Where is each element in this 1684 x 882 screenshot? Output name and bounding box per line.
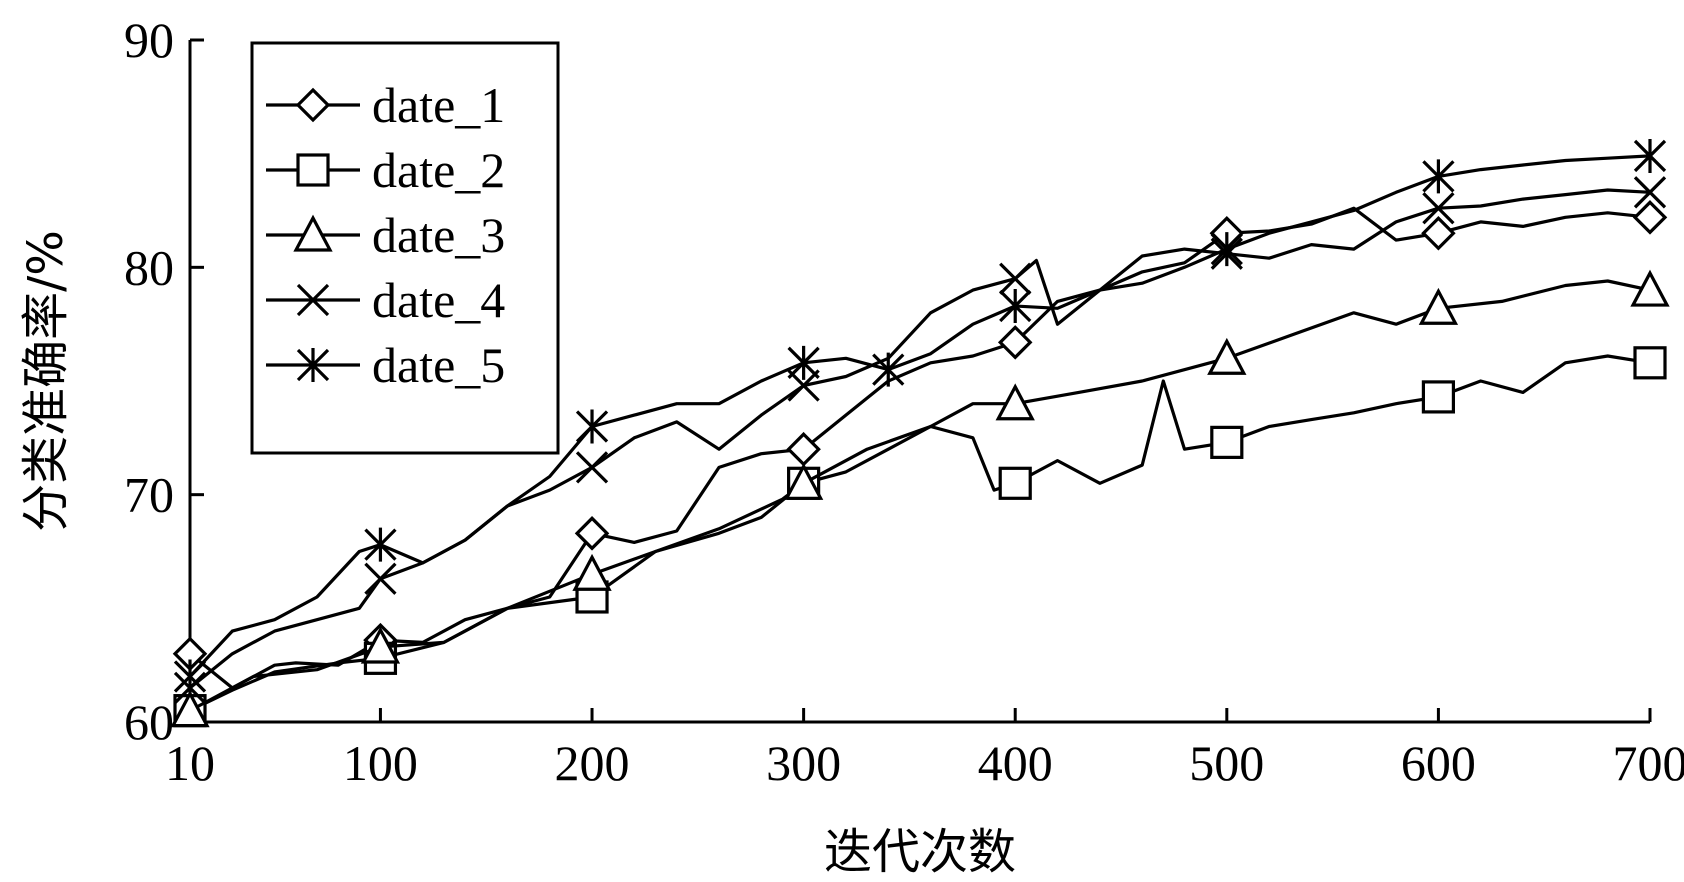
marker-triangle bbox=[1418, 287, 1459, 325]
x-tick-label: 400 bbox=[978, 735, 1053, 791]
marker-triangle bbox=[360, 626, 401, 664]
marker-x bbox=[296, 283, 330, 317]
marker-diamond bbox=[1632, 200, 1668, 235]
marker-asterisk bbox=[1422, 159, 1455, 194]
marker-triangle bbox=[995, 383, 1035, 421]
legend-entry-date-5: date_5 bbox=[266, 337, 505, 393]
marker-square bbox=[296, 153, 330, 187]
x-tick-label: 10 bbox=[165, 735, 215, 791]
marker-asterisk bbox=[1210, 232, 1243, 267]
x-tick-label: 700 bbox=[1613, 735, 1684, 791]
series-group bbox=[170, 138, 1670, 728]
y-axis-title: 分类准确率/% bbox=[18, 230, 74, 532]
legend-entry-date-1: date_1 bbox=[266, 77, 505, 133]
marker-asterisk bbox=[999, 288, 1032, 323]
legend: date_1 date_2 date_3 date_4 date_5 bbox=[250, 41, 560, 455]
marker-x bbox=[364, 562, 397, 595]
marker-square bbox=[998, 466, 1032, 500]
legend-label: date_5 bbox=[372, 337, 505, 393]
marker-asterisk bbox=[296, 348, 330, 382]
marker-asterisk bbox=[1633, 138, 1667, 173]
marker-triangle bbox=[170, 690, 210, 728]
marker-triangle bbox=[572, 553, 612, 591]
marker-x bbox=[575, 451, 609, 484]
legend-entry-date-4: date_4 bbox=[266, 272, 505, 328]
y-tick-label: 80 bbox=[124, 239, 174, 295]
marker-triangle bbox=[293, 214, 333, 252]
x-tick-label: 600 bbox=[1401, 735, 1476, 791]
marker-triangle bbox=[1207, 337, 1247, 375]
marker-x bbox=[787, 369, 820, 402]
x-tick-label: 100 bbox=[343, 735, 418, 791]
marker-diamond bbox=[997, 325, 1033, 360]
axes: 60 70 80 90 10 100 200 300 400 500 600 700 bbox=[124, 12, 1684, 791]
legend-label: date_1 bbox=[372, 77, 505, 133]
marker-asterisk bbox=[787, 345, 820, 380]
legend-entry-date-2: date_2 bbox=[266, 142, 505, 198]
y-tick-label: 60 bbox=[124, 694, 174, 750]
series-date-3 bbox=[170, 269, 1670, 728]
marker-diamond bbox=[574, 516, 610, 551]
marker-triangle bbox=[1630, 269, 1670, 307]
x-tick-label: 300 bbox=[766, 735, 841, 791]
marker-asterisk bbox=[173, 659, 207, 694]
legend-label: date_3 bbox=[372, 207, 505, 263]
marker-x bbox=[1422, 192, 1455, 225]
y-tick-label: 90 bbox=[124, 12, 174, 68]
marker-x bbox=[1633, 176, 1667, 209]
x-tick-label: 500 bbox=[1189, 735, 1264, 791]
marker-triangle bbox=[783, 462, 824, 500]
marker-square bbox=[1421, 380, 1456, 414]
marker-asterisk bbox=[364, 527, 397, 562]
marker-diamond bbox=[1421, 215, 1456, 251]
marker-x bbox=[999, 262, 1032, 295]
y-tick-label: 70 bbox=[124, 467, 174, 523]
series-line bbox=[188, 206, 1651, 690]
x-tick-label: 200 bbox=[555, 735, 630, 791]
series-date-1 bbox=[172, 200, 1668, 690]
series-line bbox=[188, 154, 1651, 678]
series-date-5 bbox=[173, 138, 1667, 694]
marker-square bbox=[1633, 346, 1667, 380]
marker-asterisk bbox=[872, 352, 905, 387]
legend-label: date_4 bbox=[372, 272, 505, 328]
marker-square bbox=[1210, 425, 1244, 459]
marker-diamond bbox=[295, 87, 331, 123]
x-axis-title: 迭代次数 bbox=[824, 824, 1016, 880]
legend-label: date_2 bbox=[372, 142, 505, 198]
legend-entry-date-3: date_3 bbox=[266, 207, 505, 263]
marker-asterisk bbox=[575, 409, 609, 444]
